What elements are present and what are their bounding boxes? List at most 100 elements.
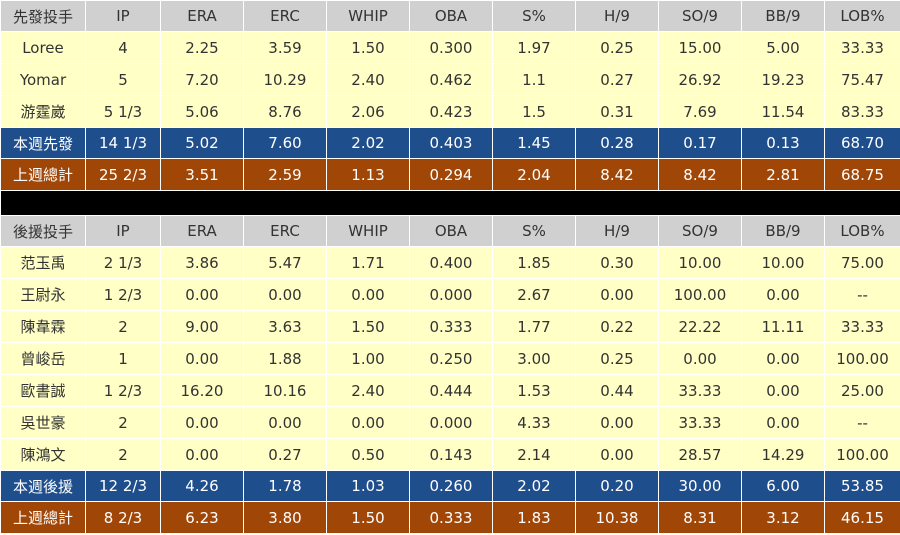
stat-cell: 1 2/3 — [85, 278, 161, 311]
this-week-summary-row: 本週後援 12 2/3 4.26 1.78 1.03 0.260 2.02 0.20 30.00… — [0, 470, 900, 502]
summary-cell: 2.81 — [741, 158, 825, 191]
summary-cell: 0.403 — [409, 127, 493, 159]
last-week-summary-row: 上週總計 25 2/3 3.51 2.59 1.13 0.294 2.04 8.42 8.42 2… — [0, 158, 900, 191]
summary-cell: 1.83 — [492, 501, 576, 534]
stat-cell: 0.00 — [160, 438, 244, 471]
pitcher-name: Loree — [0, 31, 86, 64]
stat-cell: 0.25 — [575, 31, 659, 64]
stat-cell: 10.16 — [243, 374, 327, 407]
stat-cell: 0.462 — [409, 63, 493, 96]
stat-cell: 1.71 — [326, 246, 410, 279]
summary-cell: 0.20 — [575, 470, 659, 502]
stat-cell: 2.25 — [160, 31, 244, 64]
summary-cell: 0.13 — [741, 127, 825, 159]
section-separator — [0, 190, 900, 216]
column-header: ERA — [160, 0, 244, 32]
table-row: 游霆崴 5 1/3 5.06 8.76 2.06 0.423 1.5 0.31 7.69 11.5… — [0, 95, 900, 128]
stat-cell: 26.92 — [658, 63, 742, 96]
stat-cell: 2 — [85, 438, 161, 471]
stat-cell: 5.06 — [160, 95, 244, 128]
stat-cell: 2.06 — [326, 95, 410, 128]
summary-cell: 8.31 — [658, 501, 742, 534]
column-header: SO/9 — [658, 0, 742, 32]
stat-cell: 3.59 — [243, 31, 327, 64]
stat-cell: 2.14 — [492, 438, 576, 471]
stat-cell: 5.00 — [741, 31, 825, 64]
column-header: BB/9 — [741, 215, 825, 247]
stat-cell: 0.423 — [409, 95, 493, 128]
stat-cell: 3.63 — [243, 310, 327, 343]
summary-cell: 0.260 — [409, 470, 493, 502]
stat-cell: 0.31 — [575, 95, 659, 128]
summary-cell: 3.12 — [741, 501, 825, 534]
table-row: 曾峻岳 1 0.00 1.88 1.00 0.250 3.00 0.25 0.00 0.00 100… — [0, 342, 900, 375]
stat-cell: 22.22 — [658, 310, 742, 343]
stat-cell: 0.00 — [243, 406, 327, 439]
stat-cell: 3.00 — [492, 342, 576, 375]
column-header: LOB% — [824, 215, 900, 247]
column-header: OBA — [409, 0, 493, 32]
stat-cell: 0.00 — [160, 406, 244, 439]
stat-cell: 5 — [85, 63, 161, 96]
stat-cell: 2 — [85, 406, 161, 439]
summary-cell: 1.03 — [326, 470, 410, 502]
stat-cell: 33.33 — [824, 310, 900, 343]
stat-cell: 0.00 — [575, 278, 659, 311]
stat-cell: 2.67 — [492, 278, 576, 311]
this-week-summary-row: 本週先發 14 1/3 5.02 7.60 2.02 0.403 1.45 0.28 0.17 0… — [0, 127, 900, 159]
stat-cell: 83.33 — [824, 95, 900, 128]
section-header-row: 後援投手 IP ERA ERC WHIP OBA S% H/9 SO/9 BB/9 LOB% — [0, 215, 900, 247]
summary-cell: 7.60 — [243, 127, 327, 159]
summary-cell: 46.15 — [824, 501, 900, 534]
stat-cell: 7.20 — [160, 63, 244, 96]
stat-cell: 11.11 — [741, 310, 825, 343]
stat-cell: 2 — [85, 310, 161, 343]
stat-cell: 0.333 — [409, 310, 493, 343]
stat-cell: 0.00 — [160, 278, 244, 311]
summary-cell: 3.80 — [243, 501, 327, 534]
stat-cell: 0.44 — [575, 374, 659, 407]
pitcher-name: 王尉永 — [0, 278, 86, 311]
summary-cell: 8.42 — [658, 158, 742, 191]
column-header: S% — [492, 215, 576, 247]
stat-cell: -- — [824, 278, 900, 311]
last-week-summary-row: 上週總計 8 2/3 6.23 3.80 1.50 0.333 1.83 10.38 8.31 3… — [0, 501, 900, 534]
summary-cell: 2.04 — [492, 158, 576, 191]
column-header: BB/9 — [741, 0, 825, 32]
column-header: SO/9 — [658, 215, 742, 247]
summary-cell: 3.51 — [160, 158, 244, 191]
stat-cell: 0.250 — [409, 342, 493, 375]
section-title: 後援投手 — [0, 215, 86, 247]
stat-cell: 0.00 — [575, 406, 659, 439]
summary-cell: 8.42 — [575, 158, 659, 191]
column-header: WHIP — [326, 0, 410, 32]
stat-cell: 0.27 — [243, 438, 327, 471]
stat-cell: 5 1/3 — [85, 95, 161, 128]
pitcher-name: 吳世豪 — [0, 406, 86, 439]
summary-cell: 6.00 — [741, 470, 825, 502]
stat-cell: 7.69 — [658, 95, 742, 128]
stat-cell: 19.23 — [741, 63, 825, 96]
stat-cell: 3.86 — [160, 246, 244, 279]
summary-cell: 0.333 — [409, 501, 493, 534]
stat-cell: 1.1 — [492, 63, 576, 96]
table-row: Loree 4 2.25 3.59 1.50 0.300 1.97 0.25 15.00 5.00… — [0, 31, 900, 64]
stat-cell: 0.50 — [326, 438, 410, 471]
section-title: 先發投手 — [0, 0, 86, 32]
summary-cell: 25 2/3 — [85, 158, 161, 191]
summary-cell: 12 2/3 — [85, 470, 161, 502]
column-header: LOB% — [824, 0, 900, 32]
column-header: ERA — [160, 215, 244, 247]
pitcher-name: Yomar — [0, 63, 86, 96]
stat-cell: 0.143 — [409, 438, 493, 471]
stat-cell: 0.00 — [741, 342, 825, 375]
stat-cell: 100.00 — [824, 342, 900, 375]
stat-cell: 0.400 — [409, 246, 493, 279]
stat-cell: 0.30 — [575, 246, 659, 279]
stat-cell: 1.77 — [492, 310, 576, 343]
column-header: WHIP — [326, 215, 410, 247]
column-header: H/9 — [575, 215, 659, 247]
summary-label: 上週總計 — [0, 158, 86, 191]
stat-cell: 1.50 — [326, 31, 410, 64]
stat-cell: 0.00 — [575, 438, 659, 471]
